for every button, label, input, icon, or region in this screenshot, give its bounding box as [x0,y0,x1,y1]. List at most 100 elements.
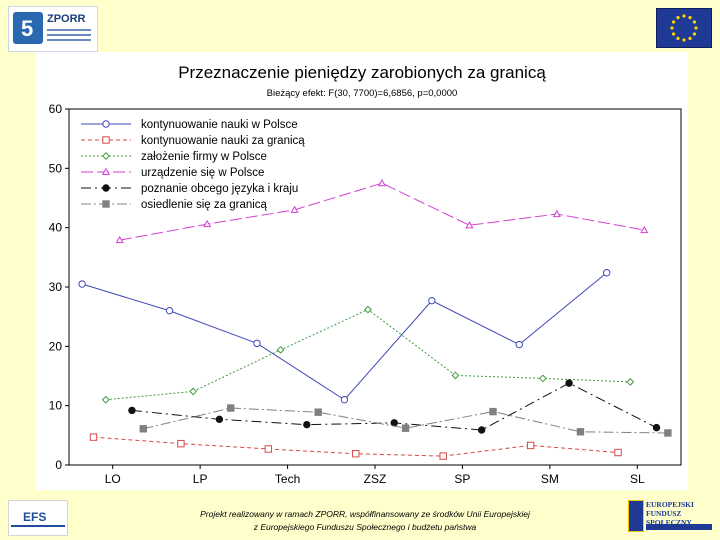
x-tick-label: SL [630,472,645,486]
x-tick-label: LP [193,472,208,486]
data-point [165,307,174,315]
data-point [215,415,224,424]
x-tick-label: LO [105,472,121,486]
eu-flag-icon [656,8,712,48]
data-point [303,420,311,429]
data-point [640,225,649,234]
series-group [89,433,622,460]
efs-logo-right-line-2: FUNDUSZ SPOŁECZNY [646,509,692,527]
y-tick-label: 60 [49,102,63,116]
data-point [102,200,110,208]
y-tick-label: 0 [55,458,62,472]
data-point [602,269,611,277]
data-point [102,152,110,160]
data-point [340,396,349,404]
y-tick-label: 30 [49,280,63,294]
chart-panel: Przeznaczenie pieniędzy zarobionych za g… [36,52,688,490]
data-point [515,340,523,349]
series-group [115,178,649,244]
series-group [139,404,672,437]
data-point [552,209,561,218]
data-point [203,219,212,228]
data-point [614,448,622,457]
data-point [115,235,124,244]
x-tick-label: ZSZ [364,472,387,486]
series-group [101,305,635,404]
data-point [390,419,398,427]
footer-caption: Projekt realizowany w ramach ZPORR, wspó… [120,508,610,534]
y-axis: 0 10 20 30 40 50 60 [49,102,69,472]
efs-logo-right-text: EUROPEJSKI FUNDUSZ SPOŁECZNY [646,500,714,527]
y-tick-label: 10 [49,399,63,413]
data-point [526,441,535,450]
data-point [89,433,98,441]
data-point [128,406,136,415]
data-point [101,395,110,404]
data-point [314,408,322,416]
efs-logo-left-caption [11,525,65,527]
series-layer [78,178,672,460]
data-point [428,296,436,305]
data-point [401,424,410,432]
series-group [128,379,661,434]
data-point [652,423,661,432]
data-point [626,378,635,386]
series-group [78,269,611,404]
data-point [465,221,474,229]
y-tick-label: 50 [49,161,63,175]
legend-label: urządzenie się w Polsce [141,167,264,179]
data-point [102,184,110,192]
legend: kontynuowanie nauki w Polsce kontynuowani… [81,119,305,211]
data-point [102,120,110,128]
efs-flag-icon [628,500,644,532]
data-point [102,136,110,144]
data-point [364,305,372,314]
data-point [377,178,387,187]
legend-label: poznanie obcego języka i kraju [141,183,298,195]
zporr-logo-mark [13,12,43,44]
line-chart: Przeznaczenie pieniędzy zarobionych za g… [49,63,682,486]
data-point [565,379,573,387]
x-tick-label: Tech [275,472,300,486]
data-point [290,205,299,213]
chart-title: Przeznaczenie pieniędzy zarobionych za g… [178,63,546,82]
efs-logo-right: EUROPEJSKI FUNDUSZ SPOŁECZNY [628,498,714,534]
data-point [78,280,86,288]
data-point [477,426,486,434]
chart-subtitle: Bieżący efekt: F(30, 7700)=6,6856, p=0,0… [267,88,458,99]
data-point [227,404,235,412]
legend-label: kontynuowanie nauki w Polsce [141,119,298,131]
data-point [664,429,672,437]
efs-logo-left-text: EFS [23,510,47,524]
data-point [264,445,273,453]
data-point [352,450,360,458]
efs-logo-right-line-1: EUROPEJSKI [646,500,694,509]
efs-logo-right-bar [646,524,712,530]
data-point [101,167,111,176]
data-point [276,345,285,354]
legend-label: kontynuowanie nauki za granicą [141,135,305,147]
data-point [576,428,585,436]
x-tick-label: SM [541,472,559,486]
data-point [177,439,185,448]
data-point [439,452,447,460]
data-point [139,425,148,433]
footer-line-1: Projekt realizowany w ramach ZPORR, wspó… [200,509,530,519]
legend-label: osiedlenie się za granicą [141,199,268,211]
data-point [489,407,497,416]
data-point [253,339,261,348]
y-tick-label: 40 [49,221,63,235]
data-point [538,374,547,383]
y-tick-label: 20 [49,339,63,353]
eu-stars-icon [670,14,698,42]
x-axis: LO LP Tech ZSZ SP SM SL [105,465,645,486]
zporr-logo-caption [47,29,91,44]
footer-line-2: z Europejskiego Funduszu Społecznego i b… [253,522,477,532]
zporr-logo: ZPORR [8,6,98,52]
data-point [451,371,460,380]
efs-logo-left: EFS [8,500,68,536]
zporr-logo-text: ZPORR [47,13,86,25]
legend-label: założenie firmy w Polsce [141,151,267,163]
data-point [189,387,198,396]
x-tick-label: SP [454,472,470,486]
